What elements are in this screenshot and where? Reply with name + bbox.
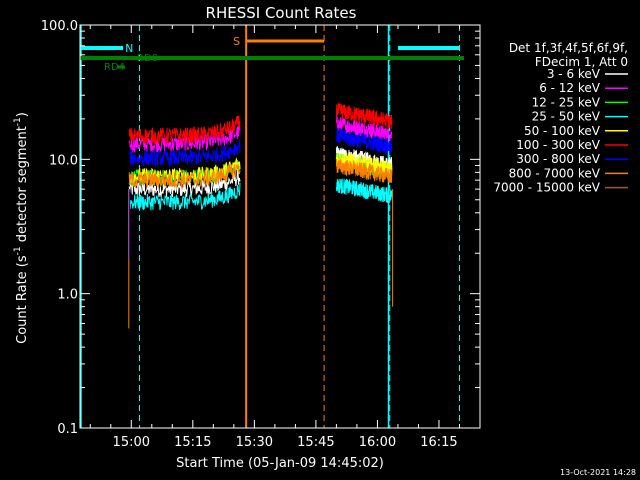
plot-area: N S RD0 RD4 <box>80 25 464 428</box>
y-axis: 0.1 1.0 10.0 100.0 <box>41 19 480 437</box>
y-tick-label: 1.0 <box>57 288 78 303</box>
x-axis: 15:00 15:15 15:30 15:45 16:00 16:15 <box>89 25 481 450</box>
y-tick-label: 0.1 <box>57 422 78 437</box>
y-axis-label-sup2: -1 <box>13 117 23 126</box>
legend-entry-label: 25 - 50 keV <box>532 110 601 124</box>
x-tick-label: 16:00 <box>359 435 396 450</box>
rd4-label: RD4 <box>104 62 125 73</box>
chart-title: RHESSI Count Rates <box>206 4 357 22</box>
legend-entry-label: 100 - 300 keV <box>516 138 600 152</box>
legend-entry-label: 3 - 6 keV <box>547 67 601 81</box>
legend-entry-label: 50 - 100 keV <box>524 124 601 138</box>
legend-entry-label: 300 - 800 keV <box>516 152 600 166</box>
legend-header-line1: Det 1f,3f,4f,5f,6f,9f, <box>509 41 628 55</box>
y-axis-label-part2: detector segment <box>15 126 30 246</box>
x-tick-label: 15:15 <box>174 435 211 450</box>
plot-frame <box>79 24 481 429</box>
x-tick-label: 16:15 <box>420 435 457 450</box>
y-axis-label-part1: Count Rate (s <box>15 255 30 344</box>
y-tick-label: 10.0 <box>49 153 78 168</box>
y-axis-label: Count Rate (s-1 detector segment-1) <box>13 112 30 344</box>
y-axis-label-part3: ) <box>15 112 30 117</box>
saa-label: S <box>233 35 240 48</box>
series-trace <box>335 102 393 130</box>
legend-header-line2: FDecim 1, Att 0 <box>535 55 628 69</box>
night-label: N <box>125 42 133 55</box>
series-trace <box>128 160 241 188</box>
series-trace <box>129 139 241 167</box>
legend-entry-label: 12 - 25 keV <box>532 95 601 109</box>
x-tick-label: 15:00 <box>113 435 150 450</box>
series-trace <box>128 182 241 211</box>
legend: Det 1f,3f,4f,5f,6f,9f, FDecim 1, Att 0 3… <box>493 41 628 195</box>
series-trace <box>335 128 393 154</box>
legend-entry-label: 800 - 7000 keV <box>509 166 601 180</box>
x-tick-label: 15:45 <box>297 435 334 450</box>
x-axis-label: Start Time (05-Jan-09 14:45:02) <box>176 456 384 471</box>
series-trace <box>128 115 241 146</box>
series-trace <box>128 167 241 198</box>
footer-date: 13-Oct-2021 14:28 <box>560 468 636 477</box>
series-trace <box>335 178 393 203</box>
x-tick-label: 15:30 <box>236 435 273 450</box>
rd0-label: RD0 <box>137 53 158 64</box>
legend-entry-label: 6 - 12 keV <box>539 81 601 95</box>
series-trace <box>335 158 393 183</box>
series-trace <box>128 164 241 189</box>
y-tick-label: 100.0 <box>41 19 78 34</box>
legend-entry-label: 7000 - 15000 keV <box>493 181 600 195</box>
y-axis-label-sup1: -1 <box>13 246 23 255</box>
